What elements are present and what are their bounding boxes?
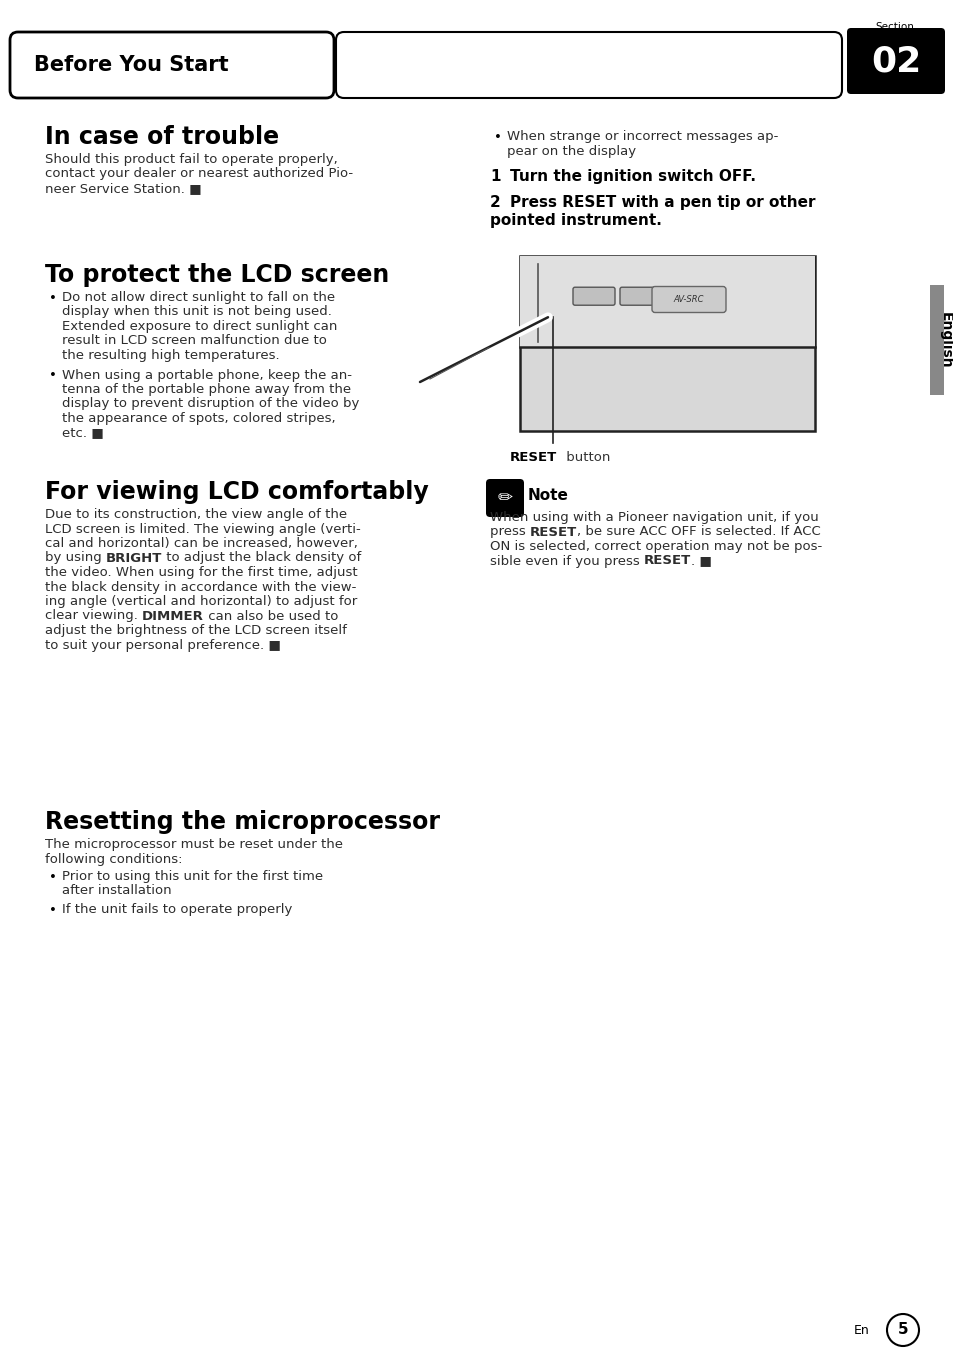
Text: Do not allow direct sunlight to fall on the: Do not allow direct sunlight to fall on …	[62, 291, 335, 304]
Text: To protect the LCD screen: To protect the LCD screen	[45, 264, 389, 287]
Text: etc. ■: etc. ■	[62, 426, 104, 439]
Text: result in LCD screen malfunction due to: result in LCD screen malfunction due to	[62, 334, 327, 347]
FancyBboxPatch shape	[335, 32, 841, 97]
Text: the black density in accordance with the view-: the black density in accordance with the…	[45, 580, 356, 594]
Text: 2: 2	[490, 195, 500, 210]
Text: 1: 1	[490, 169, 500, 184]
Text: button: button	[561, 452, 610, 464]
Text: the appearance of spots, colored stripes,: the appearance of spots, colored stripes…	[62, 412, 335, 425]
FancyBboxPatch shape	[10, 32, 334, 97]
Text: sible even if you press: sible even if you press	[490, 554, 643, 568]
Text: RESET: RESET	[643, 554, 691, 568]
Text: the video. When using for the first time, adjust: the video. When using for the first time…	[45, 566, 357, 579]
Text: ing angle (vertical and horizontal) to adjust for: ing angle (vertical and horizontal) to a…	[45, 595, 356, 608]
Text: after installation: after installation	[62, 884, 172, 898]
Text: can also be used to: can also be used to	[204, 610, 338, 622]
Text: Should this product fail to operate properly,: Should this product fail to operate prop…	[45, 153, 337, 166]
FancyBboxPatch shape	[651, 287, 725, 312]
Text: If the unit fails to operate properly: If the unit fails to operate properly	[62, 903, 292, 917]
Text: 02: 02	[870, 45, 921, 78]
Bar	[519, 256, 814, 347]
Text: DIMMER: DIMMER	[142, 610, 204, 622]
Text: The microprocessor must be reset under the: The microprocessor must be reset under t…	[45, 838, 343, 850]
Text: •: •	[494, 131, 501, 145]
Text: Turn the ignition switch OFF.: Turn the ignition switch OFF.	[510, 169, 755, 184]
FancyBboxPatch shape	[485, 479, 523, 516]
Text: following conditions:: following conditions:	[45, 853, 182, 865]
Text: Extended exposure to direct sunlight can: Extended exposure to direct sunlight can	[62, 320, 337, 333]
Text: clear viewing.: clear viewing.	[45, 610, 142, 622]
Text: RESET: RESET	[530, 526, 577, 538]
Text: pear on the display: pear on the display	[506, 145, 636, 157]
Text: •: •	[49, 292, 57, 306]
Circle shape	[544, 314, 551, 320]
Text: display to prevent disruption of the video by: display to prevent disruption of the vid…	[62, 397, 359, 411]
Text: the resulting high temperatures.: the resulting high temperatures.	[62, 349, 279, 362]
Text: When using a portable phone, keep the an-: When using a portable phone, keep the an…	[62, 369, 352, 381]
Text: , be sure ACC OFF is selected. If ACC: , be sure ACC OFF is selected. If ACC	[577, 526, 821, 538]
Text: For viewing LCD comfortably: For viewing LCD comfortably	[45, 480, 428, 504]
Bar	[519, 256, 814, 431]
Text: Note: Note	[527, 488, 568, 503]
Text: to adjust the black density of: to adjust the black density of	[162, 552, 361, 565]
Text: contact your dealer or nearest authorized Pio-: contact your dealer or nearest authorize…	[45, 168, 353, 181]
Text: 5: 5	[897, 1322, 907, 1337]
Text: tenna of the portable phone away from the: tenna of the portable phone away from th…	[62, 383, 351, 396]
Text: Press RESET with a pen tip or other: Press RESET with a pen tip or other	[510, 195, 815, 210]
Text: display when this unit is not being used.: display when this unit is not being used…	[62, 306, 332, 319]
Text: to suit your personal preference. ■: to suit your personal preference. ■	[45, 638, 280, 652]
Text: by using: by using	[45, 552, 106, 565]
Text: cal and horizontal) can be increased, however,: cal and horizontal) can be increased, ho…	[45, 537, 357, 550]
Text: LCD screen is limited. The viewing angle (verti-: LCD screen is limited. The viewing angle…	[45, 522, 360, 535]
Text: pointed instrument.: pointed instrument.	[490, 214, 661, 228]
Bar	[929, 285, 943, 395]
Text: In case of trouble: In case of trouble	[45, 124, 279, 149]
Circle shape	[886, 1314, 918, 1347]
Text: When using with a Pioneer navigation unit, if you: When using with a Pioneer navigation uni…	[490, 511, 818, 525]
Text: RESET: RESET	[510, 452, 557, 464]
Text: press: press	[490, 526, 530, 538]
FancyBboxPatch shape	[619, 287, 661, 306]
Text: Resetting the microprocessor: Resetting the microprocessor	[45, 810, 439, 834]
Text: Prior to using this unit for the first time: Prior to using this unit for the first t…	[62, 869, 323, 883]
FancyBboxPatch shape	[846, 28, 944, 95]
Text: •: •	[49, 369, 57, 383]
Text: Due to its construction, the view angle of the: Due to its construction, the view angle …	[45, 508, 347, 521]
Text: . ■: . ■	[691, 554, 711, 568]
Text: Section: Section	[875, 22, 914, 32]
FancyBboxPatch shape	[573, 287, 615, 306]
Text: •: •	[49, 871, 57, 884]
Text: En: En	[853, 1324, 869, 1337]
Text: English: English	[938, 312, 952, 368]
Text: BRIGHT: BRIGHT	[106, 552, 162, 565]
Text: adjust the brightness of the LCD screen itself: adjust the brightness of the LCD screen …	[45, 625, 347, 637]
Text: ON is selected, correct operation may not be pos-: ON is selected, correct operation may no…	[490, 539, 821, 553]
Text: ✏: ✏	[497, 489, 512, 507]
Text: neer Service Station. ■: neer Service Station. ■	[45, 183, 201, 195]
Text: •: •	[49, 904, 57, 917]
Text: When strange or incorrect messages ap-: When strange or incorrect messages ap-	[506, 130, 778, 143]
Text: AV-SRC: AV-SRC	[673, 295, 703, 304]
Text: Before You Start: Before You Start	[34, 55, 229, 74]
